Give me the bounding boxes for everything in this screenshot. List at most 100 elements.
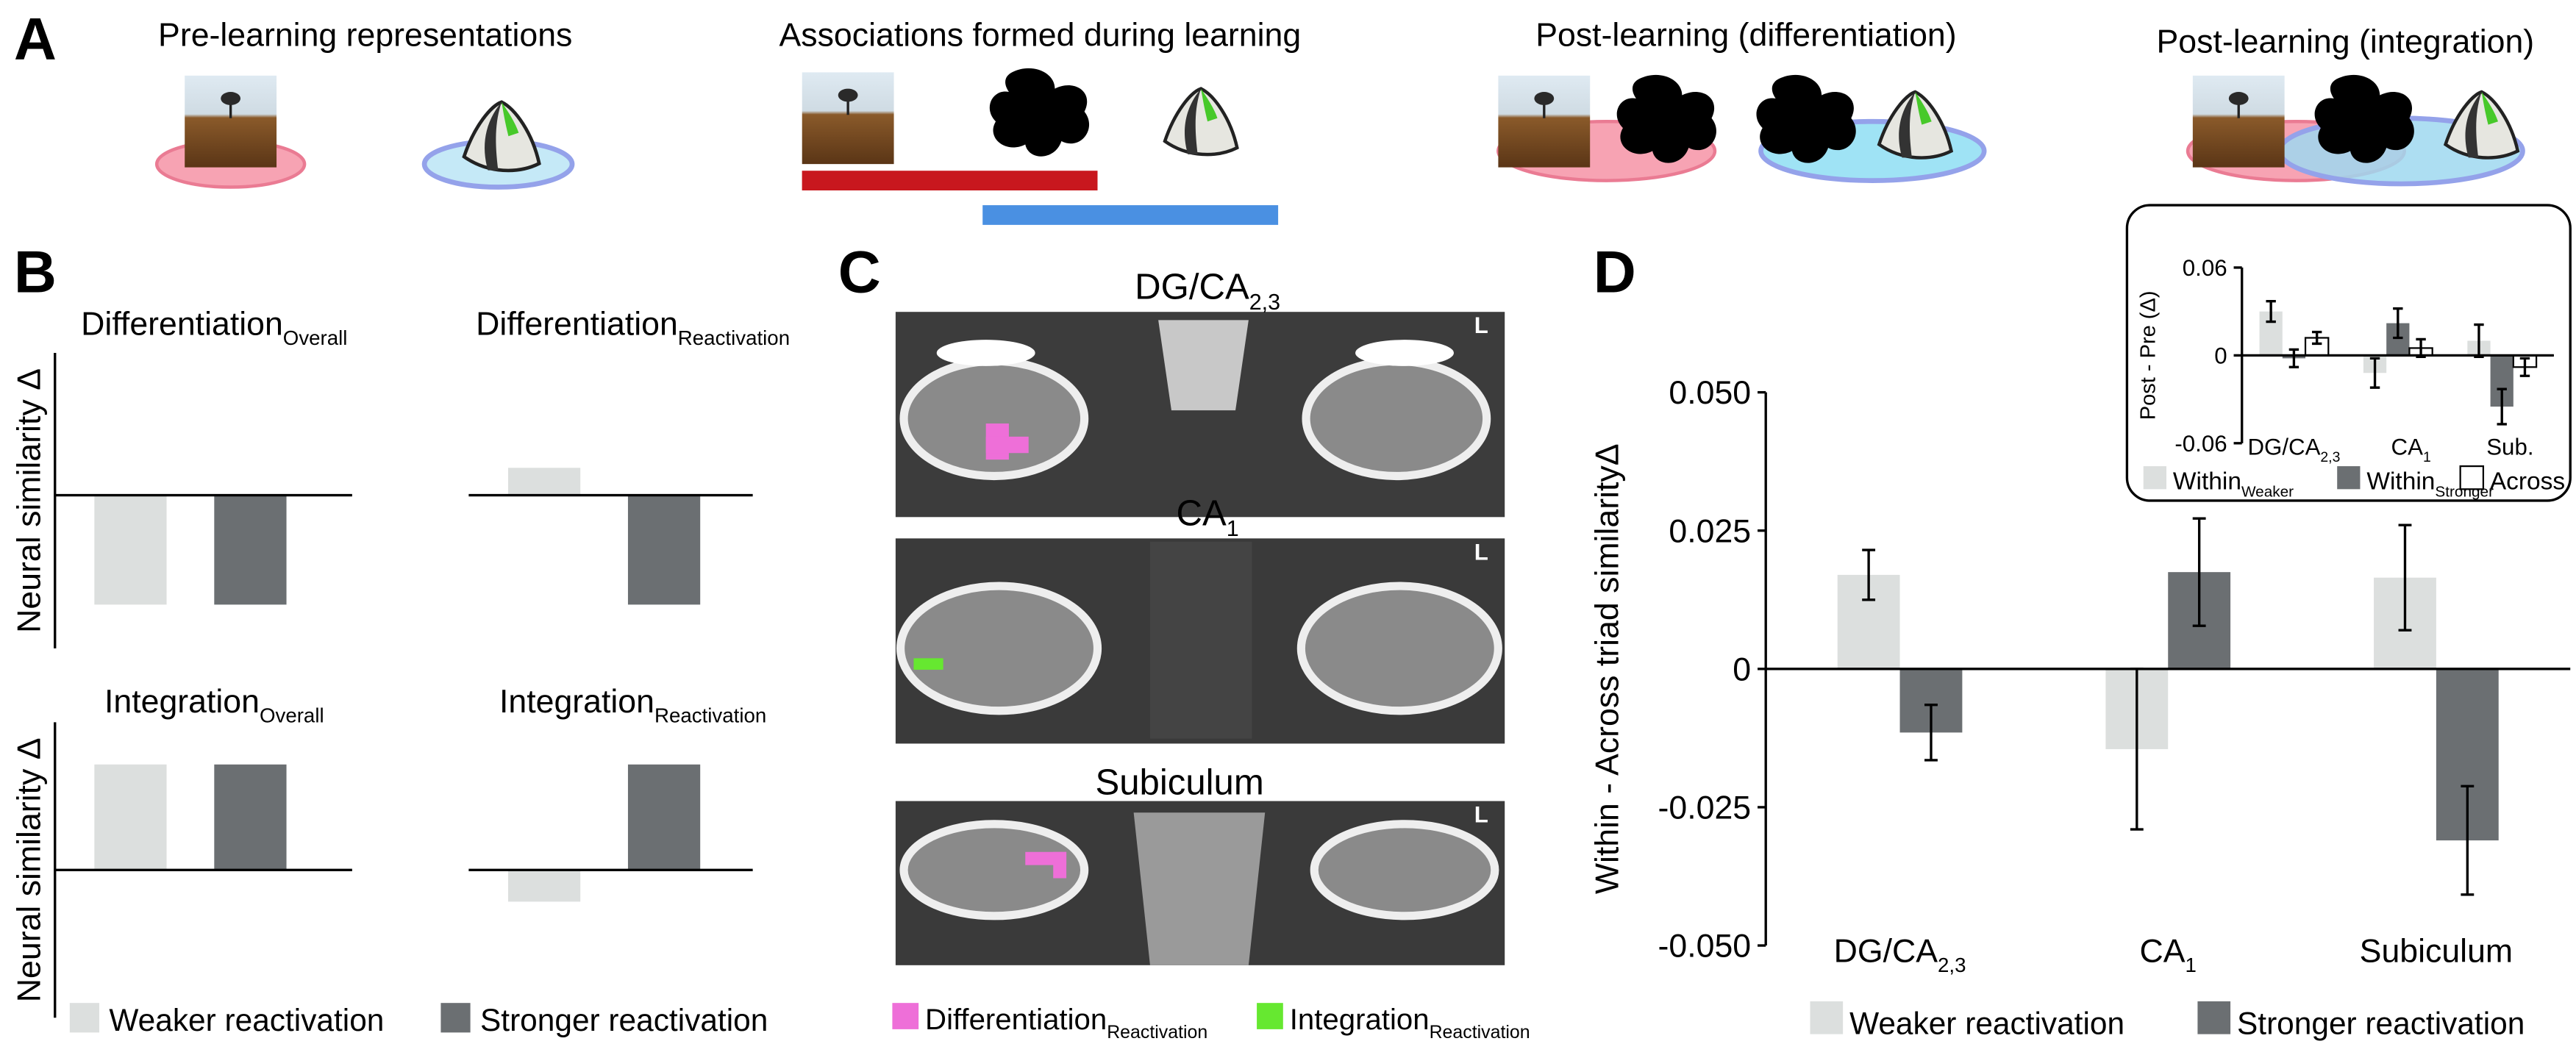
bar (507, 468, 581, 496)
x-tick-label-main: DG/CA (1834, 933, 1938, 969)
x-tick-label-main: CA (2140, 933, 2186, 969)
inset-frame (2125, 204, 2572, 502)
error-bar (2393, 307, 2403, 340)
legend-swatch (892, 1003, 919, 1029)
bar (507, 870, 581, 902)
panel-letter: C (838, 239, 881, 305)
region-label: Subiculum (1095, 763, 1263, 803)
x-tick-label-main: CA (2391, 434, 2424, 460)
bar (214, 495, 287, 605)
y-tick-label: 0 (1733, 651, 1751, 687)
y-tick-label: 0 (2214, 343, 2227, 368)
bar (94, 764, 167, 870)
legend-label-main: Weaker reactivation (1849, 1007, 2124, 1041)
error-bar (2266, 300, 2276, 323)
x-tick-label: CA1 (2140, 933, 2197, 976)
side-label: L (1474, 312, 1488, 338)
error-bar (2369, 357, 2380, 389)
error-bar (2497, 387, 2507, 426)
subplot-title-sub: Overall (283, 326, 348, 349)
x-tick-label: Subiculum (2360, 933, 2513, 969)
region-label-main: DG/CA (1135, 267, 1249, 307)
side-label: L (1474, 802, 1488, 828)
side-label: L (1474, 539, 1488, 565)
legend-label: Across (2490, 468, 2565, 495)
mri-slices (895, 312, 1505, 965)
legend-label: Weaker reactivation (1849, 1007, 2124, 1041)
x-tick-label-main: Subiculum (2360, 933, 2513, 969)
y-axis-label: Neural similarity Δ (12, 368, 48, 633)
region-label-sub: 2,3 (1249, 290, 1280, 315)
legend-label-main: Stronger reactivation (2237, 1007, 2525, 1041)
bar (94, 495, 167, 605)
legend-label: WithinWeaker (2173, 468, 2294, 500)
legend-swatch (69, 1003, 100, 1033)
legend-swatch (2197, 1001, 2231, 1034)
legend-swatch (2143, 466, 2166, 490)
bar (627, 495, 701, 605)
y-tick-label: -0.06 (2174, 431, 2227, 457)
subplot-title-sub: Reactivation (654, 704, 766, 726)
region-label: DG/CA2,3 (1135, 267, 1280, 315)
y-axis-label: Within - Across triad similarityΔ (1589, 443, 1625, 894)
legend-swatch (440, 1003, 471, 1033)
x-tick-label-main: Sub. (2486, 434, 2533, 460)
error-bar (2398, 523, 2412, 632)
bar (214, 764, 287, 870)
legend-swatch (2459, 465, 2485, 490)
subplot-title: IntegrationReactivation (499, 684, 766, 726)
legend-swatch (1810, 1001, 1844, 1034)
region-label-sub: 1 (1227, 516, 1239, 541)
y-tick-label: -0.050 (1658, 929, 1752, 965)
legend-label-main: Integration (1290, 1003, 1430, 1036)
x-tick-label-sub: 1 (2423, 449, 2431, 465)
legend-label-sub: Weaker (2241, 483, 2294, 500)
legend-label: Weaker reactivation (109, 1003, 384, 1037)
legend-label-main: Differentiation (925, 1003, 1107, 1036)
legend-label: Stronger reactivation (2237, 1007, 2525, 1041)
legend-label: IntegrationReactivation (1290, 1003, 1530, 1043)
x-tick-label-sub: 2,3 (2320, 449, 2340, 465)
panel-a-title: Post-learning (integration) (2157, 24, 2535, 60)
y-tick-label: 0.050 (1669, 375, 1751, 411)
subplot-title-main: Integration (499, 684, 654, 720)
y-tick-label: 0.06 (2183, 255, 2227, 281)
subplot-title-main: Integration (104, 684, 260, 720)
error-bar (2192, 517, 2206, 627)
panel-letter: B (14, 239, 57, 305)
x-tick-label: DG/CA2,3 (2247, 434, 2340, 465)
legend-label: DifferentiationReactivation (925, 1003, 1207, 1043)
subplot-title-sub: Overall (260, 704, 324, 726)
error-bar (2416, 337, 2426, 359)
legend-label: Stronger reactivation (480, 1003, 768, 1037)
subplot-title-main: Differentiation (81, 306, 283, 342)
legend-label-sub: Reactivation (1430, 1022, 1530, 1043)
legend-label-main: Across (2490, 468, 2565, 495)
legend-label-main: Within (2173, 468, 2241, 495)
region-label-main: Subiculum (1095, 763, 1263, 803)
x-tick-label-main: DG/CA (2247, 434, 2320, 460)
x-tick-label: Sub. (2486, 434, 2533, 460)
legend-swatch (2337, 466, 2361, 490)
legend-label-main: Within (2366, 468, 2435, 495)
bar (627, 764, 701, 870)
x-tick-label: DG/CA2,3 (1834, 933, 1966, 976)
panel-a-title: Associations formed during learning (779, 18, 1302, 54)
y-tick-label: -0.025 (1658, 790, 1752, 826)
y-axis-label: Neural similarity Δ (12, 737, 48, 1002)
error-bar (2519, 357, 2530, 377)
error-bar (2461, 784, 2475, 896)
panel-a-title: Pre-learning representations (158, 18, 572, 54)
subplot-title-main: Differentiation (476, 306, 678, 342)
x-tick-label: CA1 (2391, 434, 2431, 465)
x-tick-label-sub: 1 (2186, 954, 2197, 976)
legend-swatch (1257, 1003, 1283, 1029)
subplot-title-sub: Reactivation (678, 326, 790, 349)
y-tick-label: 0.025 (1669, 513, 1751, 549)
panel-letter: A (14, 6, 57, 72)
y-axis-label: Post - Pre (Δ) (2136, 290, 2160, 420)
subplot-title: DifferentiationReactivation (476, 306, 790, 348)
error-bar (1924, 704, 1938, 762)
